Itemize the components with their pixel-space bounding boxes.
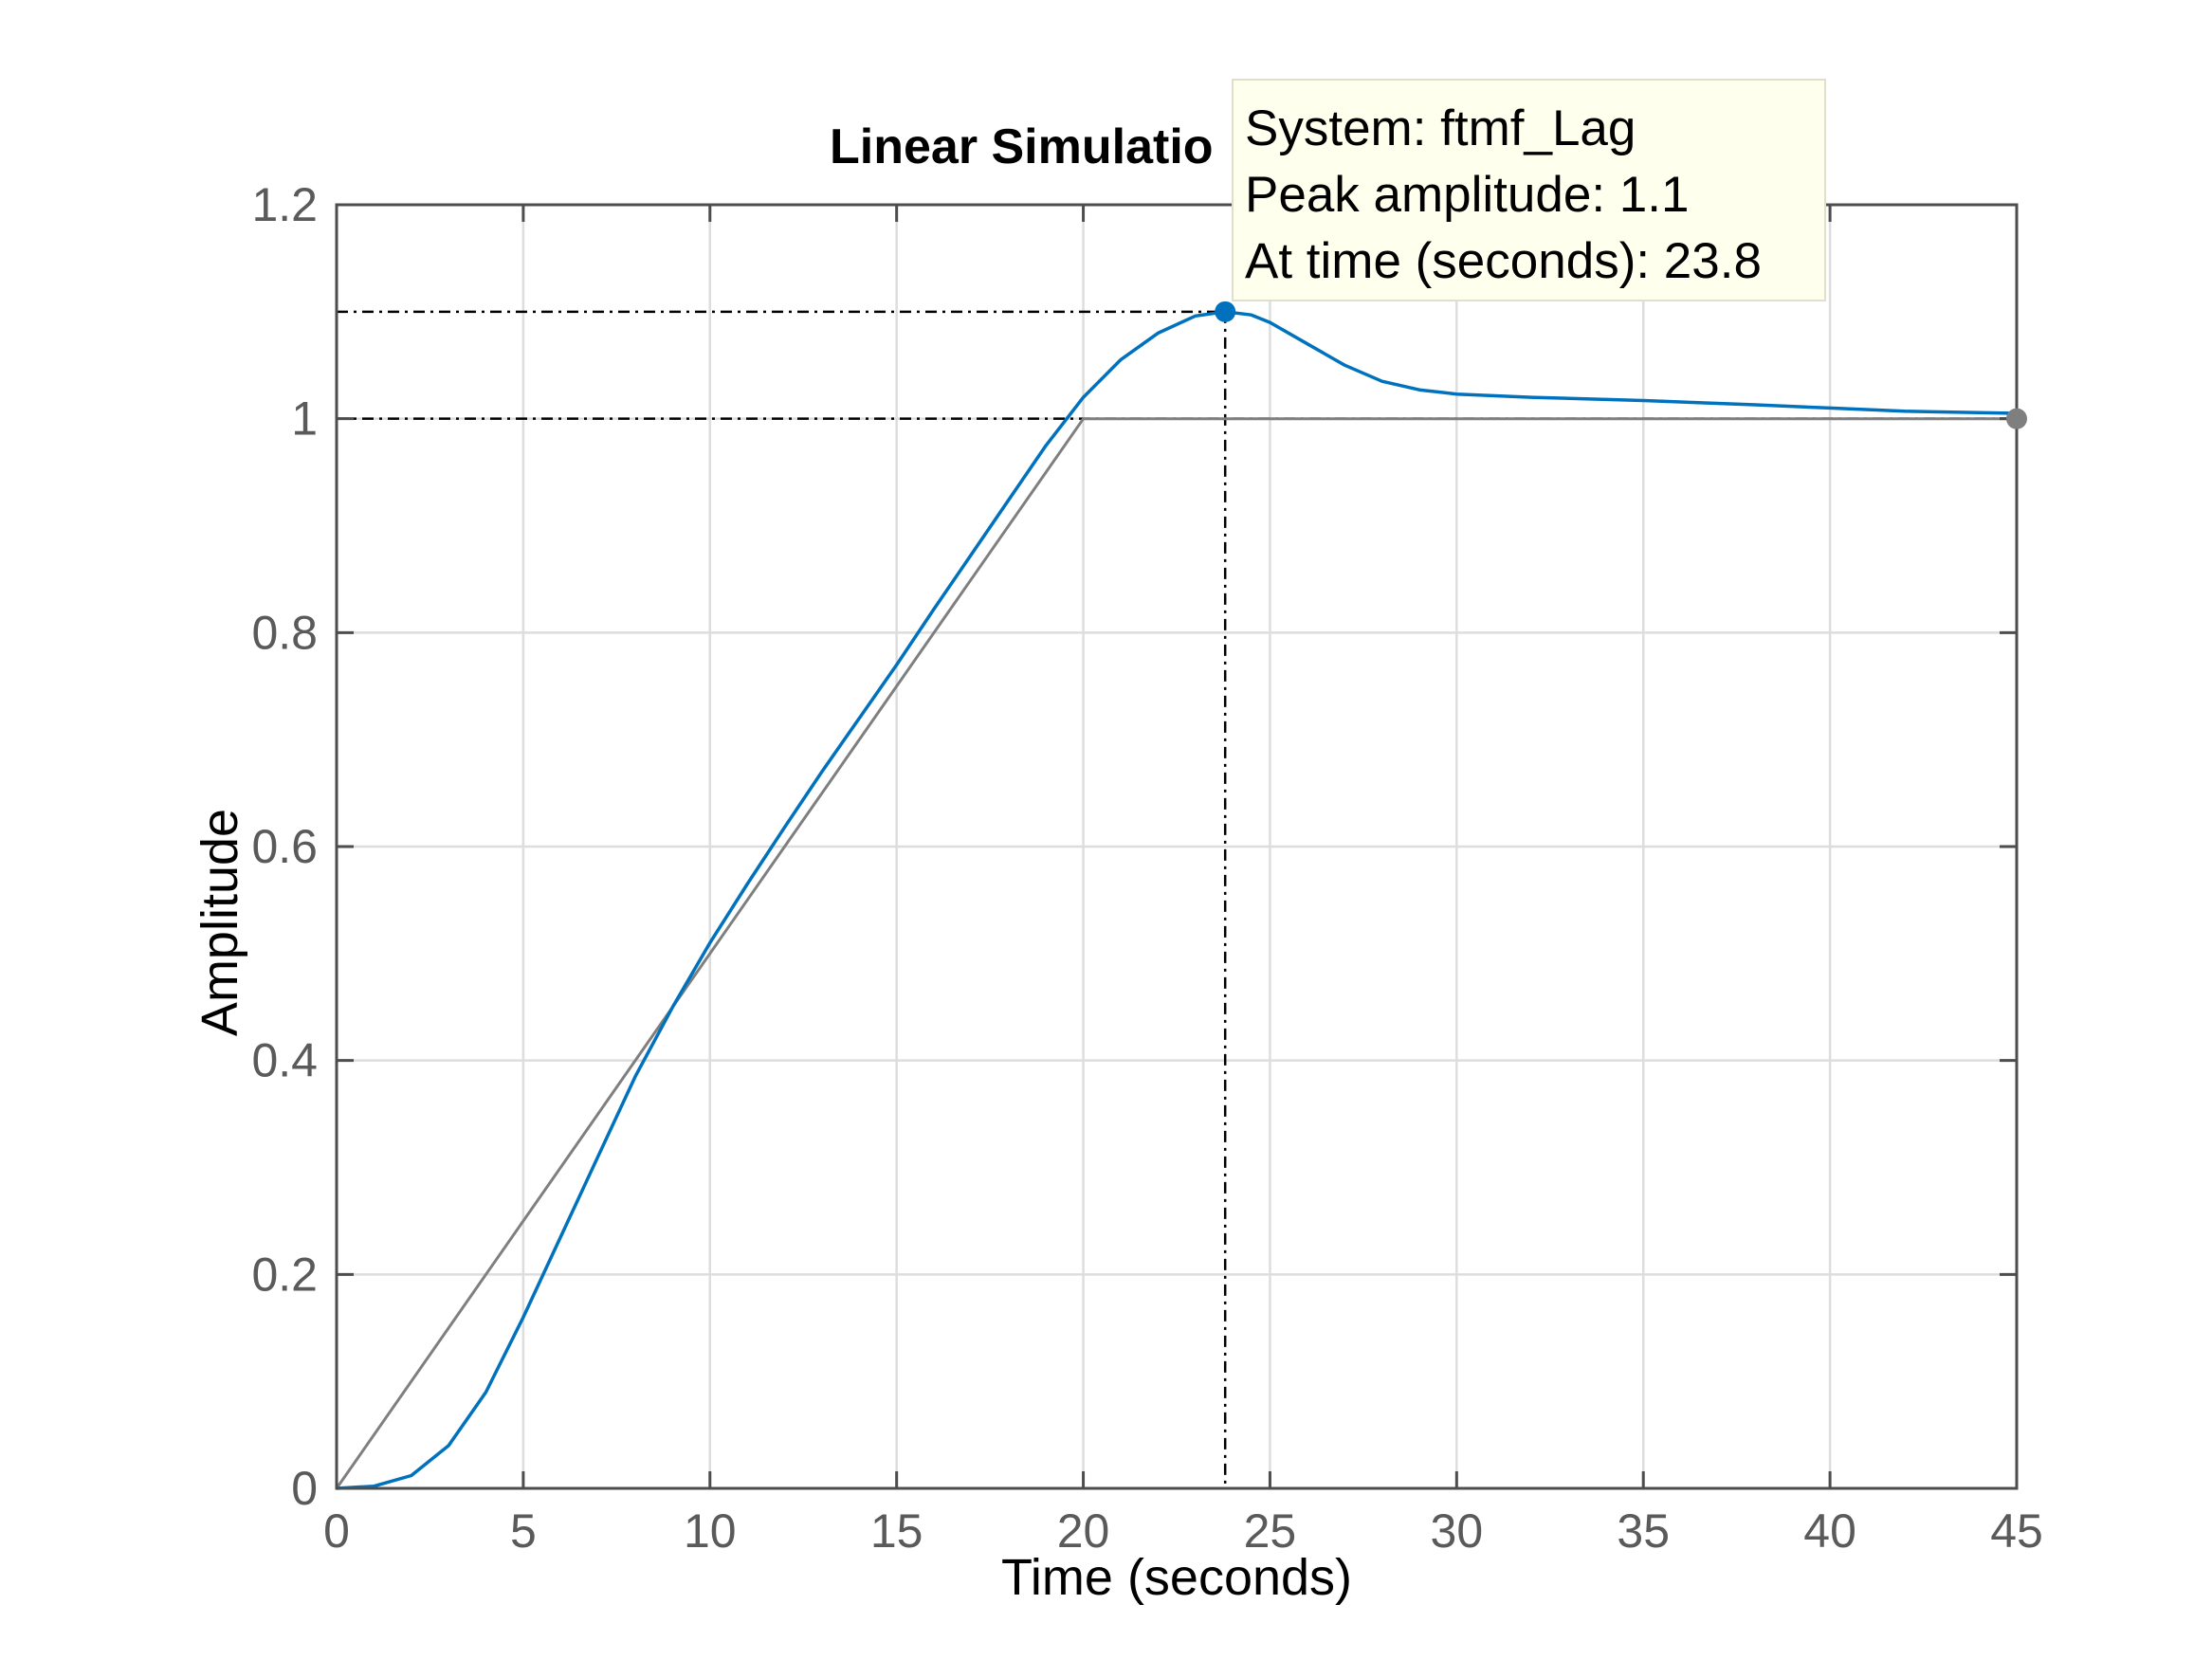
x-tick-label: 25 [1244, 1504, 1297, 1558]
y-tick-label: 0.2 [251, 1248, 318, 1301]
y-tick-label: 1.2 [251, 178, 318, 231]
data-tip-box [1232, 79, 1826, 301]
x-tick-label: 20 [1057, 1504, 1110, 1558]
data-tip[interactable]: System: ftmf_Lag Peak amplitude: 1.1 At … [1232, 79, 1826, 301]
series-layer [335, 310, 2018, 1490]
data-tip-time: At time (seconds): 23.8 [1245, 233, 1762, 289]
peak-marker [1215, 301, 1236, 322]
markers [1215, 301, 2027, 429]
y-tick-label: 0.8 [251, 606, 318, 659]
x-tick-label: 35 [1617, 1504, 1670, 1558]
y-tick-label: 1 [291, 392, 318, 446]
x-tick-label: 5 [510, 1504, 537, 1558]
response-line [336, 310, 2018, 1490]
y-tick-label: 0.4 [251, 1034, 318, 1087]
x-tick-label: 30 [1431, 1504, 1484, 1558]
y-axis-title: Amplitude [192, 809, 248, 1036]
data-tip-peak-amplitude: Peak amplitude: 1.1 [1245, 167, 1689, 223]
x-tick-label: 45 [1990, 1504, 2043, 1558]
y-tick-label: 0.6 [251, 820, 318, 873]
chart-title: Linear Simulatio [830, 119, 1214, 174]
data-tip-system: System: ftmf_Lag [1245, 100, 1636, 156]
x-tick-label: 15 [870, 1504, 923, 1558]
x-axis-title: Time (seconds) [1001, 1549, 1352, 1606]
x-tick-label: 0 [323, 1504, 350, 1558]
input-signal-line [335, 417, 2017, 1489]
x-tick-label: 10 [684, 1504, 737, 1558]
x-tick-label: 40 [1803, 1504, 1856, 1558]
y-tick-label: 0 [291, 1462, 318, 1515]
final-value-marker [2006, 408, 2027, 429]
axis-ticks: 0 5 10 15 20 25 30 35 40 45 0 0.2 0.4 0.6 0.8 1 1.2 [251, 178, 2042, 1558]
